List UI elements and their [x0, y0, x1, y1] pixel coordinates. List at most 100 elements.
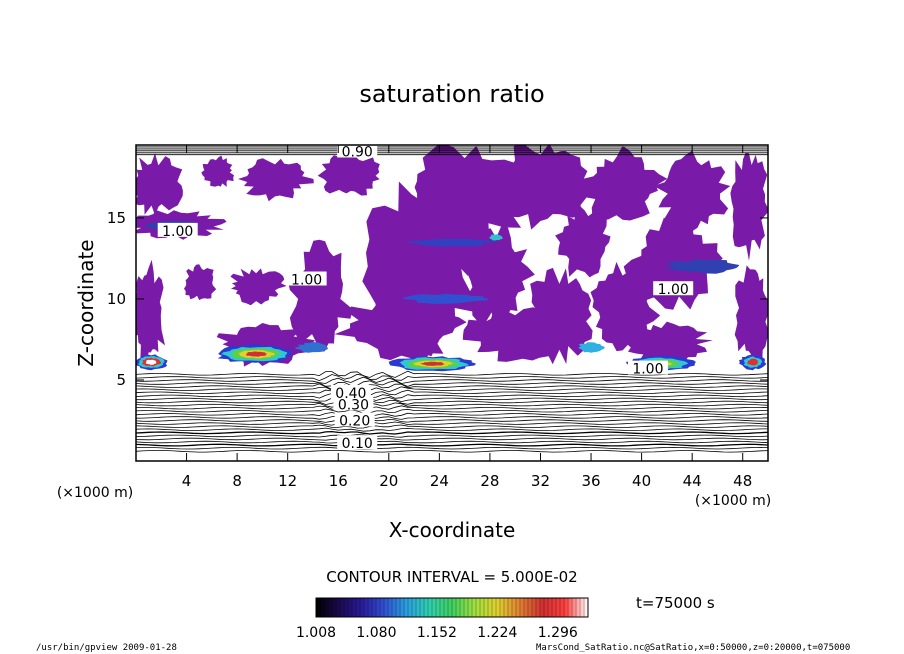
x-tick-label: 48 [733, 472, 752, 490]
field-region [136, 259, 165, 368]
contour-label: 0.40 [335, 386, 366, 402]
field-region [730, 152, 768, 261]
field-region [136, 153, 183, 216]
contour-label: 1.00 [632, 362, 663, 378]
field-region [406, 238, 497, 247]
field-region [663, 259, 740, 274]
y-tick-label: 15 [107, 209, 126, 227]
contour-line [136, 380, 768, 387]
colorbar-tick-label: 1.296 [538, 625, 578, 641]
field-region [294, 342, 328, 353]
field-region [734, 265, 768, 368]
x-axis-label: X-coordinate [389, 518, 516, 542]
contour-line [136, 399, 768, 405]
x-tick-label: 24 [430, 472, 449, 490]
contour-line [136, 412, 768, 417]
field-region [184, 264, 217, 301]
field-region [628, 321, 713, 369]
field-region [401, 293, 489, 304]
contour-line [136, 437, 768, 441]
field-region [238, 158, 314, 202]
field-region [653, 150, 731, 232]
contour-label-mask [334, 412, 375, 427]
field-region [555, 205, 611, 278]
field-region [201, 155, 234, 187]
time-label: t=75000 s [636, 594, 715, 612]
x-tick-label: 44 [683, 472, 702, 490]
field-region [490, 145, 596, 230]
contour-label-mask [333, 396, 374, 411]
contour-line [136, 430, 768, 435]
x-tick-label: 32 [531, 472, 550, 490]
colorbar: 1.008 1.080 1.152 1.224 1.296 [296, 597, 589, 641]
contour-interval-label: CONTOUR INTERVAL = 5.000E-02 [326, 568, 577, 586]
contour-line [136, 424, 768, 429]
y-axis: 5 10 15 [107, 209, 768, 389]
colorbar-gradient [316, 598, 588, 617]
footer-left: /usr/bin/gpview 2009-01-28 [36, 643, 177, 653]
field-region [578, 342, 605, 353]
x-axis-unit-right: (×1000 m) [695, 493, 771, 509]
contour-line [136, 389, 768, 396]
colorbar-frame [315, 597, 589, 618]
contour-line [136, 402, 768, 408]
contour-label: 1.00 [162, 224, 193, 240]
plot-frame [135, 144, 769, 462]
contour-line [136, 408, 768, 414]
x-tick-label: 28 [480, 472, 499, 490]
plot-area: 0.10 0.200.300.40 1.00 1.00 1.00 1.00 0.90 [135, 144, 769, 462]
field-region [230, 268, 287, 306]
contour-label: 0.10 [342, 436, 373, 452]
contour-label-mask [627, 360, 668, 375]
contour-line [136, 418, 768, 423]
chart-title: saturation ratio [359, 80, 544, 108]
contour-label: 1.00 [658, 282, 689, 298]
contour-line [136, 386, 768, 394]
y-tick-label: 10 [107, 290, 126, 308]
contour-label-mask [337, 145, 378, 158]
contour-labels: 0.10 0.200.300.40 1.00 1.00 1.00 1.00 0.90 [157, 144, 694, 452]
contour-label: 1.00 [291, 273, 322, 289]
x-tick-label: 12 [278, 472, 297, 490]
colorbar-tick-labels: 1.008 1.080 1.152 1.224 1.296 [296, 625, 578, 641]
x-tick-label: 8 [232, 472, 242, 490]
contour-label: 0.20 [339, 413, 370, 429]
contour-label: 0.30 [338, 397, 369, 413]
field-region [317, 153, 380, 196]
contour-line [136, 443, 768, 447]
contour-line [136, 392, 768, 399]
field-region [334, 296, 467, 361]
x-tick-label: 36 [581, 472, 600, 490]
x-axis-unit-left: (×1000 m) [57, 485, 133, 501]
colorbar-tick-label: 1.080 [356, 625, 396, 641]
x-tick-label: 40 [632, 472, 651, 490]
contour-line [136, 395, 768, 403]
field-region [245, 351, 268, 357]
saturation-field [136, 145, 768, 372]
contour-line [136, 376, 768, 384]
field-region [145, 359, 157, 365]
contour-line [136, 427, 768, 432]
x-tick-label: 4 [182, 472, 192, 490]
contour-line [136, 450, 768, 453]
contour-line [136, 421, 768, 426]
footer-right: MarsCond_SatRatio.nc@SatRatio,x=0:50000,… [536, 643, 850, 653]
contour-line [136, 373, 768, 382]
contour-line [136, 446, 768, 450]
y-tick-label: 5 [116, 371, 126, 389]
contour-label-mask [157, 222, 198, 237]
field-region [580, 145, 668, 221]
colorbar-tick-label: 1.152 [417, 625, 457, 641]
colorbar-tick-label: 1.008 [296, 625, 336, 641]
colorbar-tick-label: 1.224 [477, 625, 517, 641]
field-region [287, 239, 353, 352]
contour-label-mask [337, 435, 378, 450]
contour-line [136, 434, 768, 438]
contour-line [136, 383, 768, 390]
contour-line [136, 440, 768, 444]
contour-label-mask [330, 384, 371, 399]
contour-label: 0.90 [342, 144, 373, 160]
contour-lines [136, 145, 768, 453]
y-axis-label: Z-coordinate [74, 239, 98, 366]
